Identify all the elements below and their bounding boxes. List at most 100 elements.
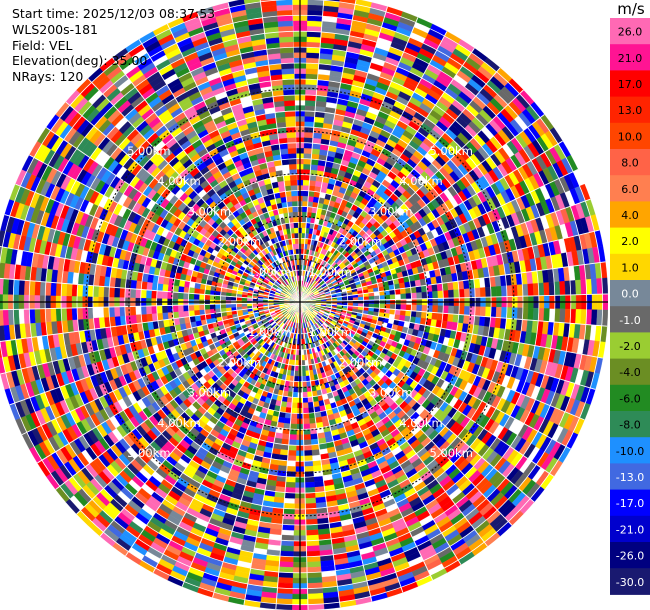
range-gate — [453, 289, 460, 299]
range-gate — [146, 313, 153, 323]
range-gate — [448, 289, 455, 299]
range-gate — [400, 304, 407, 311]
range-gate — [479, 306, 486, 317]
ray-separator — [299, 31, 448, 303]
range-gate — [399, 309, 407, 317]
range-gate — [303, 153, 312, 160]
range-gate — [286, 396, 293, 403]
range-gate — [511, 284, 518, 297]
range-gate — [306, 206, 313, 213]
range-gate — [304, 465, 314, 473]
range-gate — [290, 413, 298, 419]
range-gate — [287, 450, 297, 457]
range-gate — [307, 0, 324, 6]
range-gate — [479, 287, 486, 298]
range-gate — [447, 313, 454, 323]
range-gate — [307, 195, 315, 203]
range-gate — [282, 518, 295, 526]
range-gate — [447, 281, 454, 291]
range-gate — [285, 401, 293, 409]
range-gate — [303, 434, 311, 441]
range-gate — [304, 476, 315, 483]
range-gate — [421, 291, 428, 299]
range-gate — [431, 312, 438, 321]
range-gate — [303, 439, 312, 446]
range-gate — [469, 288, 476, 298]
range-gate — [575, 309, 582, 325]
range-gate — [516, 284, 524, 297]
range-gate — [311, 148, 321, 155]
range-gate — [130, 314, 137, 325]
range-gate — [304, 131, 314, 139]
range-gate — [304, 481, 315, 488]
range-gate — [307, 577, 323, 584]
range-gate — [442, 290, 449, 299]
range-gate — [437, 290, 444, 299]
range-gate — [421, 305, 428, 313]
range-gate — [304, 116, 315, 123]
range-gate — [485, 286, 492, 298]
range-gate — [306, 36, 321, 43]
range-gate — [543, 308, 550, 322]
range-gate — [389, 294, 396, 300]
range-gate — [279, 449, 289, 456]
range-gate — [281, 433, 290, 440]
range-gate — [288, 439, 297, 446]
range-gate — [302, 179, 310, 186]
range-gate — [405, 293, 412, 300]
range-gate — [474, 306, 481, 317]
range-gate — [283, 503, 295, 510]
range-gate — [290, 418, 298, 425]
range-gate — [288, 444, 297, 451]
range-gate — [437, 305, 444, 314]
range-gate — [301, 375, 307, 382]
range-gate — [303, 163, 311, 170]
range-gate — [304, 487, 316, 494]
range-gate — [495, 306, 502, 318]
range-gate — [162, 312, 169, 321]
range-gate — [301, 381, 307, 388]
range-gate — [302, 195, 309, 202]
ray-separator — [299, 0, 357, 303]
range-gate — [309, 180, 317, 187]
range-gate — [277, 577, 293, 584]
range-gate — [368, 296, 375, 301]
range-gate — [516, 307, 524, 320]
range-gate — [312, 465, 323, 472]
range-gate — [302, 407, 309, 414]
range-gate — [302, 418, 310, 425]
range-gate — [306, 52, 320, 59]
range-gate — [301, 370, 306, 377]
range-gate — [373, 295, 380, 301]
ray-separator — [299, 0, 325, 303]
range-gate — [303, 147, 313, 154]
range-gate — [559, 308, 566, 323]
range-gate — [302, 402, 309, 409]
range-gate — [285, 476, 296, 483]
range-gate — [305, 518, 318, 526]
range-gate — [303, 455, 313, 462]
range-gate — [284, 487, 296, 494]
range-gate — [303, 450, 313, 457]
range-gate — [416, 292, 423, 300]
range-gate — [304, 497, 316, 504]
range-gate — [432, 305, 439, 313]
range-gate — [458, 306, 465, 316]
range-gate — [474, 287, 481, 298]
range-gate — [65, 498, 81, 515]
range-gate — [369, 62, 384, 72]
range-gate — [305, 94, 317, 101]
range-gate — [431, 283, 438, 292]
range-gate — [307, 593, 324, 600]
range-gate — [432, 291, 439, 299]
range-gate — [306, 561, 321, 568]
range-gate — [302, 200, 309, 207]
range-gate — [302, 190, 309, 197]
range-gate — [543, 282, 550, 296]
range-gate — [302, 185, 310, 191]
range-gate — [279, 561, 294, 568]
range-gate — [394, 309, 401, 316]
range-gate — [501, 307, 508, 319]
range-gate — [411, 27, 429, 39]
range-gate — [125, 551, 143, 565]
